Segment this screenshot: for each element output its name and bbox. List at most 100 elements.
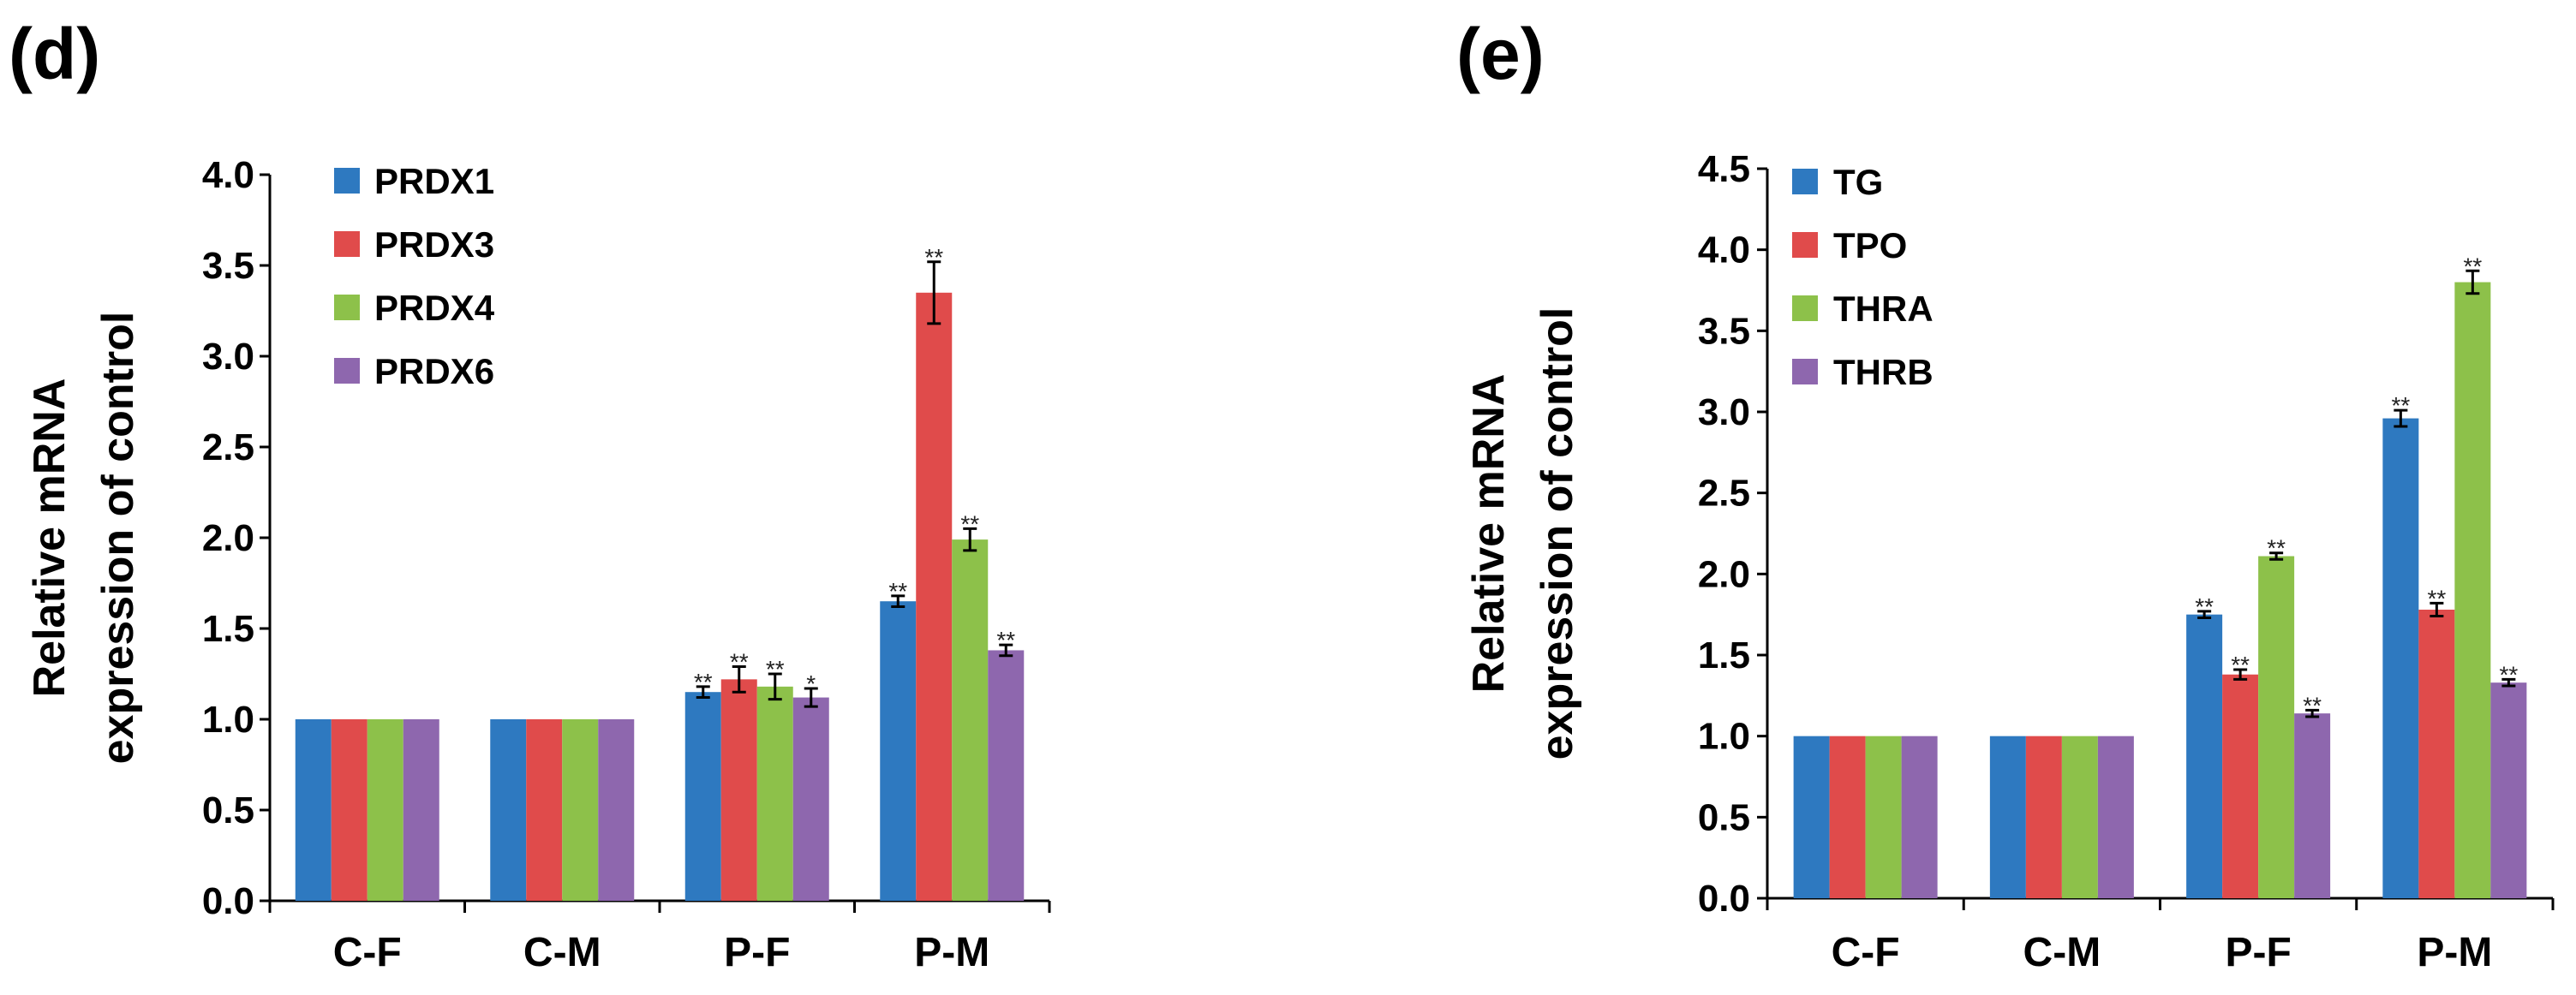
bar-prdx4-c-m (562, 719, 599, 901)
bar-tpo-c-m (2025, 736, 2062, 898)
y-tick-label: 1.5 (202, 608, 254, 650)
y-tick-label: 1.0 (202, 699, 254, 741)
significance-marker: ** (766, 656, 785, 682)
legend-swatch (334, 358, 360, 384)
significance-marker: ** (2391, 392, 2410, 419)
y-tick-label: 0.5 (202, 789, 254, 831)
panel-d: (d) Relative mRNA expression of control 0.0… (9, 14, 1051, 975)
significance-marker: ** (2463, 253, 2482, 279)
significance-marker: ** (924, 244, 943, 271)
legend-swatch (334, 231, 360, 257)
x-tick-label: P-M (914, 930, 989, 975)
bar-tg-c-m (1989, 736, 2026, 898)
bar-thrb-p-m (2490, 682, 2527, 898)
legend-label: PRDX3 (374, 224, 494, 265)
bar-prdx4-p-m (952, 539, 989, 901)
panel-label: (e) (1456, 14, 1545, 94)
legend-label: PRDX6 (374, 351, 494, 391)
significance-marker: ** (2499, 661, 2518, 688)
y-tick-label: 1.5 (1698, 635, 1750, 676)
y-tick-label: 4.5 (1698, 148, 1750, 190)
legend-swatch (1792, 232, 1818, 258)
significance-marker: ** (2303, 692, 2322, 718)
x-tick-label: C-F (1832, 930, 1900, 975)
legend-label: TG (1833, 162, 1883, 202)
significance-marker: ** (2231, 652, 2250, 678)
y-axis-label: expression of control (93, 312, 143, 765)
y-tick-label: 4.0 (1698, 229, 1750, 271)
bar-thra-c-m (2061, 736, 2098, 898)
y-tick-label: 2.5 (202, 426, 254, 468)
significance-marker: * (806, 670, 816, 697)
legend-swatch (1792, 295, 1818, 321)
y-tick-label: 4.0 (202, 154, 254, 196)
bar-prdx6-p-m (988, 650, 1025, 901)
significance-marker: ** (2195, 593, 2214, 620)
x-tick-label: C-F (333, 930, 402, 975)
y-tick-label: 2.0 (1698, 553, 1750, 595)
bar-prdx6-p-f (792, 697, 829, 901)
significance-marker: ** (960, 510, 979, 537)
legend-swatch (1792, 169, 1818, 194)
x-tick-label: P-F (724, 930, 790, 975)
legend-label: THRA (1833, 289, 1933, 329)
bar-prdx1-p-m (880, 601, 917, 901)
bar-thrb-p-f (2294, 713, 2331, 898)
x-tick-label: P-M (2417, 930, 2492, 975)
significance-marker: ** (2427, 585, 2446, 611)
y-tick-label: 3.0 (1698, 391, 1750, 433)
panel-label: (d) (9, 14, 100, 94)
bar-prdx6-c-f (403, 719, 439, 901)
bar-prdx3-c-f (331, 719, 368, 901)
bar-thra-p-f (2258, 556, 2295, 898)
bar-prdx1-c-m (490, 719, 527, 901)
bar-thra-c-f (1865, 736, 1902, 898)
bar-prdx6-c-m (598, 719, 635, 901)
significance-marker: ** (888, 578, 907, 605)
y-tick-label: 3.5 (202, 245, 254, 287)
panel-e: (e) Relative mRNA expression of control 0.0… (1456, 14, 2555, 975)
bar-thrb-c-m (2097, 736, 2134, 898)
bar-prdx3-c-m (526, 719, 563, 901)
x-tick-label: C-M (2023, 930, 2101, 975)
bar-tg-p-m (2382, 418, 2419, 898)
y-tick-label: 1.0 (1698, 716, 1750, 758)
x-tick-label: C-M (523, 930, 601, 975)
legend-swatch (1792, 359, 1818, 384)
legend-label: PRDX4 (374, 288, 495, 328)
significance-marker: ** (996, 627, 1015, 653)
bar-prdx4-c-f (367, 719, 403, 901)
legend-label: TPO (1833, 225, 1907, 265)
y-axis-label: expression of control (1533, 307, 1582, 760)
bar-tpo-p-m (2418, 609, 2455, 898)
significance-marker: ** (730, 649, 749, 676)
significance-marker: ** (2267, 535, 2286, 562)
bar-prdx3-p-f (720, 679, 757, 901)
bar-prdx1-c-f (295, 719, 332, 901)
bar-tpo-c-f (1829, 736, 1866, 898)
legend-label: PRDX1 (374, 161, 494, 201)
y-tick-label: 2.0 (202, 517, 254, 559)
y-tick-label: 2.5 (1698, 473, 1750, 515)
y-tick-label: 0.0 (202, 880, 254, 922)
legend-swatch (334, 295, 360, 320)
significance-marker: ** (694, 669, 713, 695)
y-tick-label: 0.5 (1698, 796, 1750, 838)
bar-prdx4-p-f (756, 686, 793, 901)
x-tick-label: P-F (2225, 930, 2291, 975)
y-axis-label: Relative mRNA (25, 378, 75, 698)
legend-swatch (334, 168, 360, 194)
bar-prdx3-p-m (916, 292, 953, 901)
bar-thrb-c-f (1901, 736, 1938, 898)
legend-label: THRB (1833, 352, 1933, 392)
y-tick-label: 3.0 (202, 336, 254, 378)
bar-tg-c-f (1793, 736, 1830, 898)
y-tick-label: 3.5 (1698, 310, 1750, 352)
bar-tg-p-f (2186, 614, 2223, 898)
y-axis-label: Relative mRNA (1464, 374, 1514, 694)
bar-tpo-p-f (2222, 674, 2259, 898)
bar-thra-p-m (2454, 282, 2491, 898)
y-tick-label: 0.0 (1698, 878, 1750, 920)
bar-prdx1-p-f (684, 692, 721, 901)
